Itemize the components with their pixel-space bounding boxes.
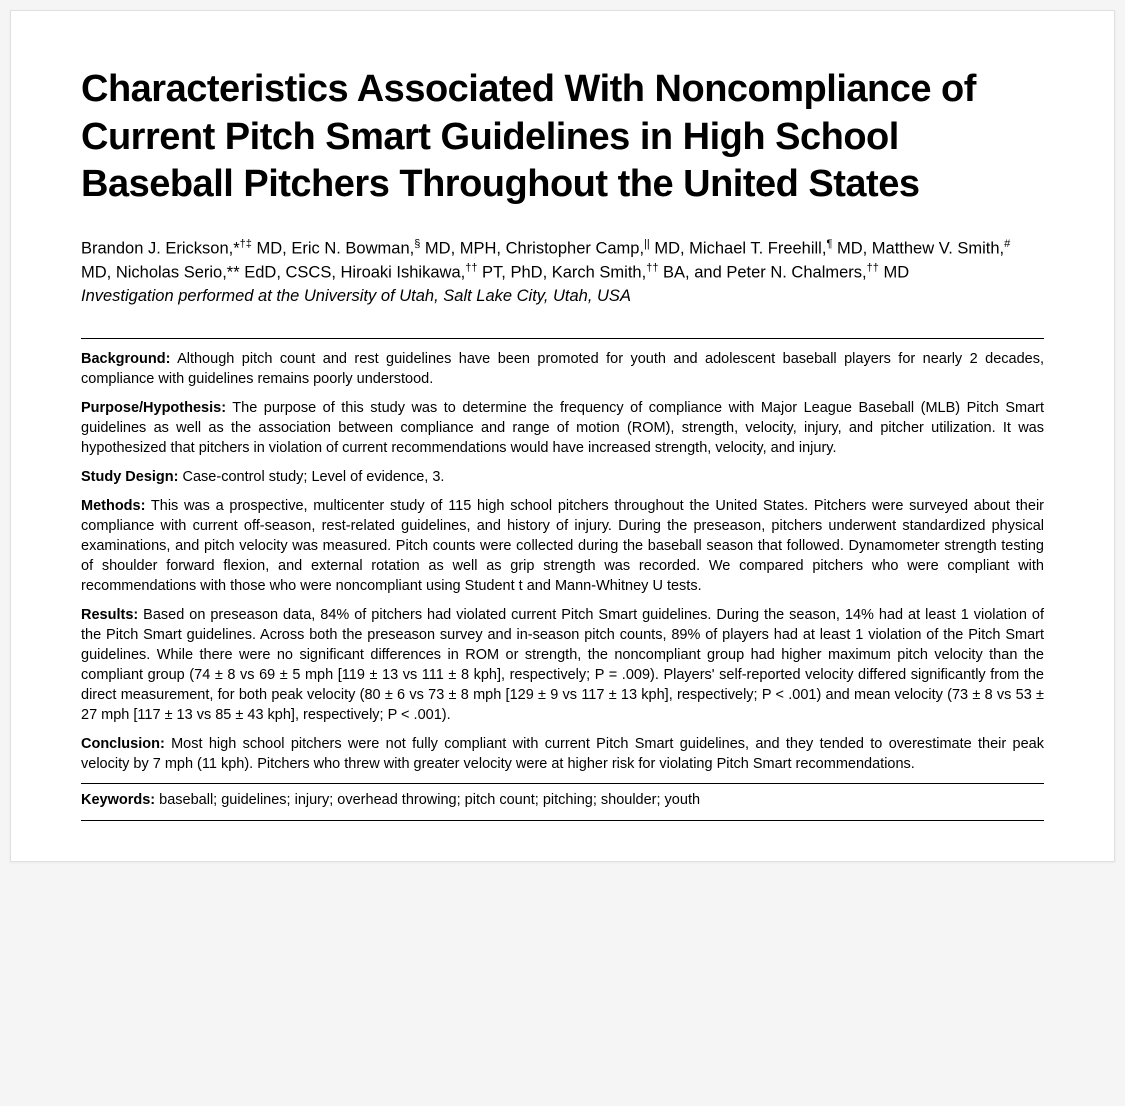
background-text: Although pitch count and rest guidelines… (81, 351, 1044, 387)
abstract-container: Background: Although pitch count and res… (81, 338, 1044, 821)
results-text: Based on preseason data, 84% of pitchers… (81, 607, 1044, 723)
abstract-results: Results: Based on preseason data, 84% of… (81, 605, 1044, 725)
abstract-purpose: Purpose/Hypothesis: The purpose of this … (81, 398, 1044, 458)
methods-text: This was a prospective, multicenter stud… (81, 498, 1044, 594)
abstract-design: Study Design: Case-control study; Level … (81, 467, 1044, 487)
affiliation-line: Investigation performed at the Universit… (81, 287, 1044, 306)
abstract-background: Background: Although pitch count and res… (81, 349, 1044, 389)
design-text: Case-control study; Level of evidence, 3… (178, 469, 444, 485)
design-label: Study Design: (81, 469, 178, 485)
results-label: Results: (81, 607, 138, 623)
conclusion-text: Most high school pitchers were not fully… (81, 736, 1044, 772)
background-label: Background: (81, 351, 170, 367)
keywords-text: baseball; guidelines; injury; overhead t… (155, 792, 700, 808)
purpose-label: Purpose/Hypothesis: (81, 400, 226, 416)
authors-list: Brandon J. Erickson,*†‡ MD, Eric N. Bowm… (81, 237, 1044, 286)
conclusion-label: Conclusion: (81, 736, 165, 752)
methods-label: Methods: (81, 498, 145, 514)
purpose-text: The purpose of this study was to determi… (81, 400, 1044, 456)
paper-title: Characteristics Associated With Noncompl… (81, 66, 1044, 209)
abstract-keywords: Keywords: baseball; guidelines; injury; … (81, 783, 1044, 810)
keywords-label: Keywords: (81, 792, 155, 808)
paper-page: Characteristics Associated With Noncompl… (10, 10, 1115, 862)
abstract-methods: Methods: This was a prospective, multice… (81, 496, 1044, 596)
abstract-conclusion: Conclusion: Most high school pitchers we… (81, 734, 1044, 774)
